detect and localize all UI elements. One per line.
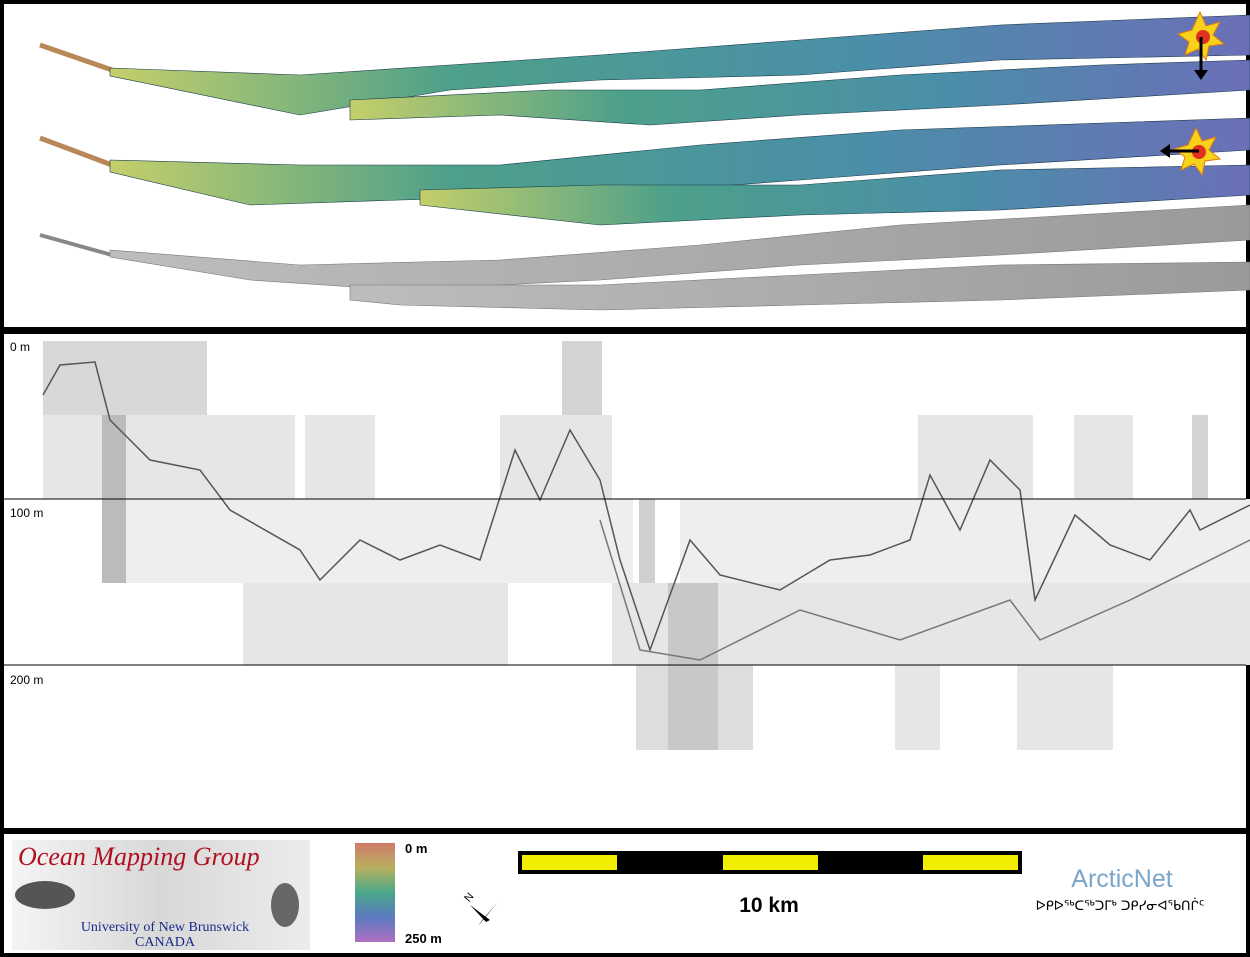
strip-tail <box>39 135 113 168</box>
site-marker <box>1176 10 1226 80</box>
logo-country: CANADA <box>135 935 196 950</box>
scale-label: 10 km <box>739 894 799 917</box>
sonar-windows <box>43 341 1250 750</box>
strip-tail <box>39 42 113 73</box>
seafloor-reflectors <box>42 361 1250 661</box>
site-marker <box>1160 126 1222 177</box>
colorbar-label: 250 m <box>405 931 442 946</box>
colorbar <box>355 843 395 942</box>
bathy-strip <box>109 117 1250 206</box>
partner-subtitle: ᐅᑭᐅᖅᑕᖅᑐᒥᒃ ᑐᑭᓯᓂᐊᖃᑎᒌᑦ <box>1036 897 1205 914</box>
scale-bar <box>518 851 1022 874</box>
bathy-strip <box>349 59 1250 126</box>
logo: Ocean Mapping Group University of New Br… <box>12 840 310 950</box>
bathy-strip <box>419 164 1250 226</box>
backscatter-strip <box>349 261 1250 311</box>
backscatter-strip <box>109 204 1250 291</box>
depth-label: 200 m <box>10 673 43 687</box>
depth-label: 0 m <box>10 340 30 354</box>
logo-title: Ocean Mapping Group <box>18 842 260 871</box>
logo-university: University of New Brunswick <box>81 920 249 935</box>
bathymetry-strips <box>39 14 1250 311</box>
partner-name: ArcticNet <box>1071 865 1172 893</box>
depth-label: 100 m <box>10 506 43 520</box>
strip-tail <box>39 233 113 257</box>
colorbar-label: 0 m <box>405 841 427 856</box>
